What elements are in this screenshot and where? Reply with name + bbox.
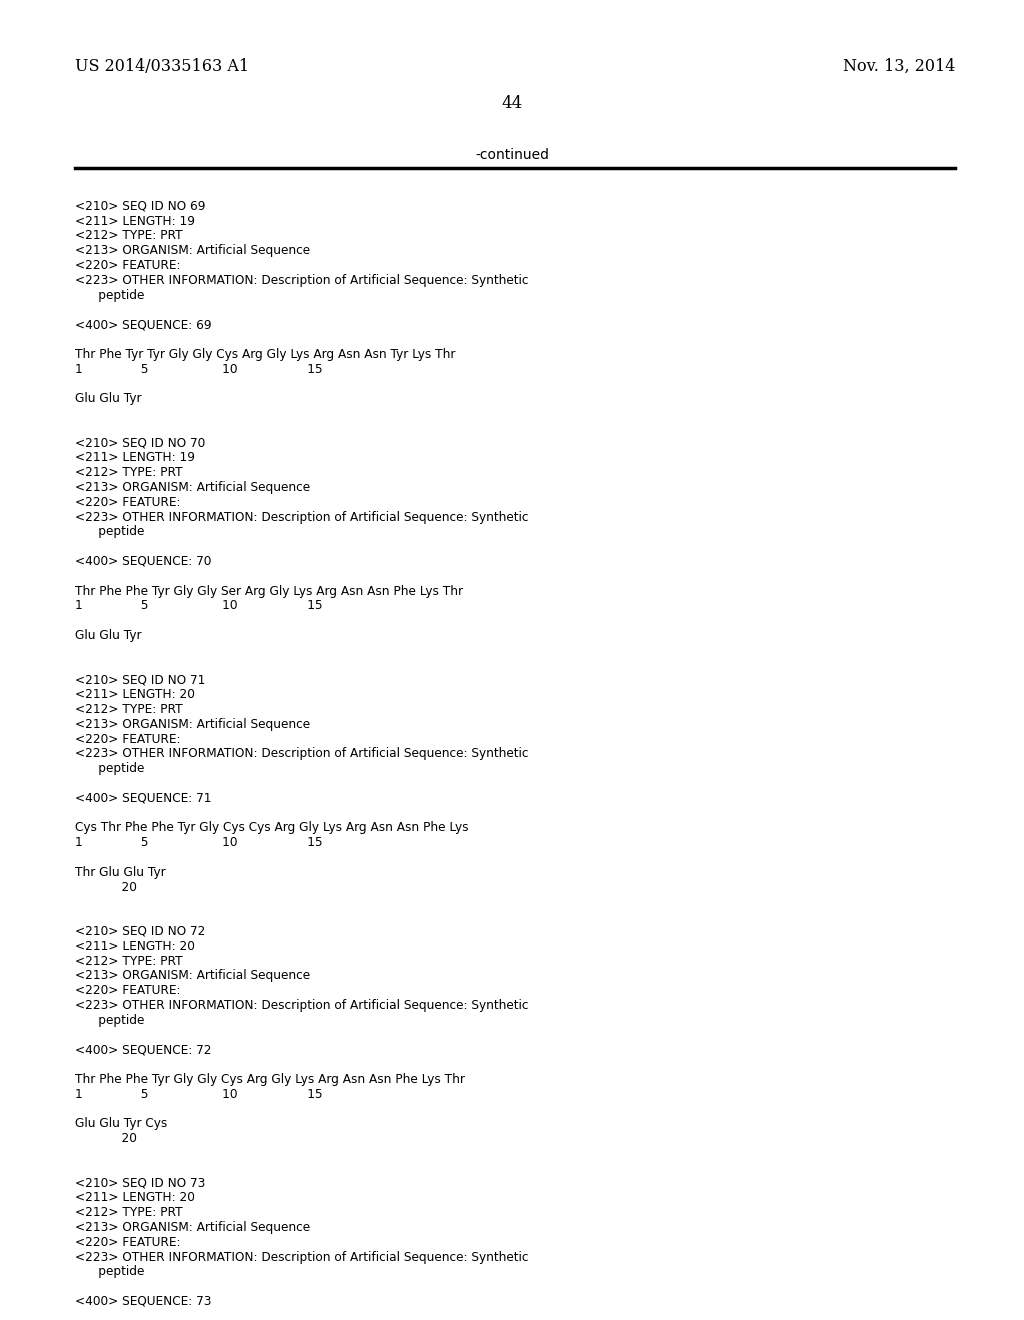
Text: <220> FEATURE:: <220> FEATURE: — [75, 733, 180, 746]
Text: Thr Phe Phe Tyr Gly Gly Cys Arg Gly Lys Arg Asn Asn Phe Lys Thr: Thr Phe Phe Tyr Gly Gly Cys Arg Gly Lys … — [75, 1073, 465, 1086]
Text: Glu Glu Tyr: Glu Glu Tyr — [75, 392, 141, 405]
Text: 20: 20 — [75, 1133, 137, 1146]
Text: <210> SEQ ID NO 73: <210> SEQ ID NO 73 — [75, 1176, 206, 1189]
Text: 20: 20 — [75, 880, 137, 894]
Text: <211> LENGTH: 19: <211> LENGTH: 19 — [75, 215, 195, 227]
Text: <211> LENGTH: 20: <211> LENGTH: 20 — [75, 688, 195, 701]
Text: Thr Phe Tyr Tyr Gly Gly Cys Arg Gly Lys Arg Asn Asn Tyr Lys Thr: Thr Phe Tyr Tyr Gly Gly Cys Arg Gly Lys … — [75, 347, 456, 360]
Text: <223> OTHER INFORMATION: Description of Artificial Sequence: Synthetic: <223> OTHER INFORMATION: Description of … — [75, 999, 528, 1012]
Text: <212> TYPE: PRT: <212> TYPE: PRT — [75, 230, 182, 243]
Text: <400> SEQUENCE: 73: <400> SEQUENCE: 73 — [75, 1295, 212, 1308]
Text: <212> TYPE: PRT: <212> TYPE: PRT — [75, 954, 182, 968]
Text: <213> ORGANISM: Artificial Sequence: <213> ORGANISM: Artificial Sequence — [75, 969, 310, 982]
Text: peptide: peptide — [75, 289, 144, 301]
Text: Thr Phe Phe Tyr Gly Gly Ser Arg Gly Lys Arg Asn Asn Phe Lys Thr: Thr Phe Phe Tyr Gly Gly Ser Arg Gly Lys … — [75, 585, 463, 598]
Text: <212> TYPE: PRT: <212> TYPE: PRT — [75, 1206, 182, 1220]
Text: <211> LENGTH: 20: <211> LENGTH: 20 — [75, 940, 195, 953]
Text: <220> FEATURE:: <220> FEATURE: — [75, 1236, 180, 1249]
Text: <223> OTHER INFORMATION: Description of Artificial Sequence: Synthetic: <223> OTHER INFORMATION: Description of … — [75, 273, 528, 286]
Text: Cys Thr Phe Phe Tyr Gly Cys Cys Arg Gly Lys Arg Asn Asn Phe Lys: Cys Thr Phe Phe Tyr Gly Cys Cys Arg Gly … — [75, 821, 469, 834]
Text: <400> SEQUENCE: 69: <400> SEQUENCE: 69 — [75, 318, 212, 331]
Text: Nov. 13, 2014: Nov. 13, 2014 — [843, 58, 955, 75]
Text: <223> OTHER INFORMATION: Description of Artificial Sequence: Synthetic: <223> OTHER INFORMATION: Description of … — [75, 747, 528, 760]
Text: <213> ORGANISM: Artificial Sequence: <213> ORGANISM: Artificial Sequence — [75, 1221, 310, 1234]
Text: <210> SEQ ID NO 69: <210> SEQ ID NO 69 — [75, 199, 206, 213]
Text: peptide: peptide — [75, 525, 144, 539]
Text: <220> FEATURE:: <220> FEATURE: — [75, 985, 180, 997]
Text: <213> ORGANISM: Artificial Sequence: <213> ORGANISM: Artificial Sequence — [75, 718, 310, 731]
Text: 1               5                   10                  15: 1 5 10 15 — [75, 599, 323, 612]
Text: <210> SEQ ID NO 72: <210> SEQ ID NO 72 — [75, 925, 206, 939]
Text: peptide: peptide — [75, 762, 144, 775]
Text: <223> OTHER INFORMATION: Description of Artificial Sequence: Synthetic: <223> OTHER INFORMATION: Description of … — [75, 1250, 528, 1263]
Text: Glu Glu Tyr: Glu Glu Tyr — [75, 630, 141, 642]
Text: <210> SEQ ID NO 70: <210> SEQ ID NO 70 — [75, 437, 205, 450]
Text: peptide: peptide — [75, 1266, 144, 1278]
Text: <212> TYPE: PRT: <212> TYPE: PRT — [75, 704, 182, 715]
Text: 44: 44 — [502, 95, 522, 112]
Text: -continued: -continued — [475, 148, 549, 162]
Text: <220> FEATURE:: <220> FEATURE: — [75, 496, 180, 508]
Text: peptide: peptide — [75, 1014, 144, 1027]
Text: <211> LENGTH: 20: <211> LENGTH: 20 — [75, 1192, 195, 1204]
Text: <400> SEQUENCE: 71: <400> SEQUENCE: 71 — [75, 792, 212, 805]
Text: 1               5                   10                  15: 1 5 10 15 — [75, 363, 323, 376]
Text: <213> ORGANISM: Artificial Sequence: <213> ORGANISM: Artificial Sequence — [75, 480, 310, 494]
Text: <210> SEQ ID NO 71: <210> SEQ ID NO 71 — [75, 673, 206, 686]
Text: <400> SEQUENCE: 70: <400> SEQUENCE: 70 — [75, 554, 211, 568]
Text: 1               5                   10                  15: 1 5 10 15 — [75, 836, 323, 849]
Text: Thr Glu Glu Tyr: Thr Glu Glu Tyr — [75, 866, 166, 879]
Text: <220> FEATURE:: <220> FEATURE: — [75, 259, 180, 272]
Text: Glu Glu Tyr Cys: Glu Glu Tyr Cys — [75, 1118, 167, 1130]
Text: <400> SEQUENCE: 72: <400> SEQUENCE: 72 — [75, 1043, 212, 1056]
Text: <223> OTHER INFORMATION: Description of Artificial Sequence: Synthetic: <223> OTHER INFORMATION: Description of … — [75, 511, 528, 524]
Text: <211> LENGTH: 19: <211> LENGTH: 19 — [75, 451, 195, 465]
Text: <213> ORGANISM: Artificial Sequence: <213> ORGANISM: Artificial Sequence — [75, 244, 310, 257]
Text: 1               5                   10                  15: 1 5 10 15 — [75, 1088, 323, 1101]
Text: US 2014/0335163 A1: US 2014/0335163 A1 — [75, 58, 249, 75]
Text: <212> TYPE: PRT: <212> TYPE: PRT — [75, 466, 182, 479]
